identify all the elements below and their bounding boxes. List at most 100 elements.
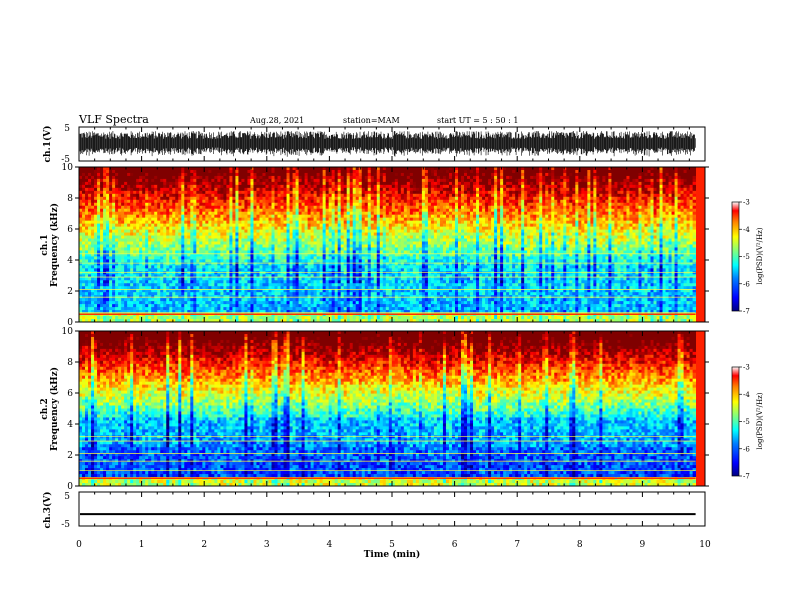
spectrogram-cell	[608, 208, 612, 213]
spectrogram-cell	[79, 208, 83, 213]
spectrogram-cell	[241, 223, 245, 228]
spectrogram-cell	[467, 167, 471, 171]
spectrogram-cell	[103, 187, 107, 192]
spectrogram-cell	[127, 217, 131, 222]
spectrogram-cell	[358, 214, 363, 219]
spectrogram-cell	[334, 190, 339, 195]
spectrogram-cell	[79, 190, 83, 195]
spectrogram-cell	[160, 178, 164, 183]
spectrogram-cell	[88, 178, 92, 183]
spectrogram-cell	[187, 214, 191, 219]
spectrogram-cell	[427, 167, 432, 171]
spectrogram-cell	[256, 169, 260, 174]
spectrogram-cell	[394, 223, 399, 228]
spectrogram-cell	[241, 175, 245, 180]
spectrogram-cell	[127, 220, 131, 225]
spectrogram-cell	[331, 208, 336, 213]
spectrogram-cell	[259, 229, 263, 233]
spectrogram-cell	[247, 167, 251, 171]
spectrogram-cell	[554, 172, 558, 177]
spectrogram-cell	[262, 232, 266, 236]
spectrogram-cell	[220, 238, 224, 242]
spectrogram-cell	[280, 178, 284, 183]
spectrogram-cell	[418, 208, 423, 213]
spectrogram-cell	[397, 187, 402, 192]
spectrogram-cell	[394, 169, 399, 174]
spectrogram-cell	[211, 214, 215, 219]
spectrogram-cell	[641, 187, 645, 192]
spectrogram-cell	[109, 181, 113, 186]
spectrogram-cell	[566, 193, 570, 198]
spectrogram-cell	[461, 235, 465, 239]
spectrogram-cell	[226, 235, 230, 239]
spectrogram-cell	[479, 214, 483, 219]
spectrogram-cell	[403, 184, 408, 189]
spectrogram-cell	[343, 220, 348, 225]
spectrogram-cell	[512, 232, 516, 236]
spectrogram-cell	[427, 226, 432, 230]
spectrogram-cell	[542, 167, 546, 171]
spectrogram-cell	[548, 226, 552, 230]
spectrogram-cell	[319, 172, 324, 177]
spectrogram-cell	[181, 223, 185, 228]
spectrogram-cell	[208, 208, 212, 213]
spectrogram-cell	[400, 190, 405, 195]
spectrogram-cell	[97, 199, 101, 204]
spectrogram-cell	[271, 199, 275, 204]
spectrogram-cell	[415, 178, 420, 183]
spectrogram-cell	[211, 223, 215, 228]
spectrogram-cell	[259, 217, 263, 222]
spectrogram-cell	[163, 172, 167, 177]
spectrogram-cell	[671, 169, 675, 174]
spectrogram-cell	[124, 220, 128, 225]
spectrogram-cell	[476, 178, 480, 183]
spectrogram-cell	[506, 205, 510, 210]
spectrogram-cell	[415, 167, 420, 171]
spectrogram-cell	[160, 214, 164, 219]
spectrogram-cell	[244, 190, 248, 195]
spectrogram-cell	[151, 196, 155, 201]
spectrogram-cell	[427, 187, 432, 192]
spectrogram-cell	[223, 196, 227, 201]
spectrogram-cell	[557, 199, 561, 204]
spectrogram-cell	[346, 199, 351, 204]
spectrogram-cell	[518, 199, 522, 204]
spectrogram-cell	[193, 220, 197, 225]
spectrogram-cell	[668, 193, 672, 198]
spectrogram-cell	[683, 232, 687, 236]
spectrogram-cell	[145, 211, 149, 216]
spectrogram-cell	[418, 232, 423, 236]
spectrogram-cell	[139, 169, 143, 174]
spectrogram-cell	[133, 235, 137, 239]
spectrogram-cell	[202, 232, 206, 236]
spectrogram-cell	[280, 202, 284, 207]
spectrogram-cell	[683, 202, 687, 207]
spectrogram-cell	[379, 172, 384, 177]
spectrogram-cell	[605, 214, 609, 219]
spectrogram-cell	[599, 175, 603, 180]
spectrogram-cell	[106, 199, 110, 204]
spectrogram-cell	[367, 172, 372, 177]
spectrogram-cell	[88, 238, 92, 242]
spectrogram-cell	[563, 193, 567, 198]
spectrogram-cell	[545, 172, 549, 177]
spectrogram-cell	[617, 193, 621, 198]
spectrogram-cell	[337, 181, 342, 186]
spectrogram-cell	[521, 196, 525, 201]
spectrogram-cell	[154, 220, 158, 225]
spectrogram-cell	[313, 184, 318, 189]
spectrogram-cell	[439, 172, 444, 177]
spectrogram-cell	[563, 167, 567, 171]
spectrogram-cell	[85, 211, 89, 216]
spectrogram-cell	[313, 205, 318, 210]
spectrogram-cell	[313, 169, 318, 174]
spectrogram-cell	[298, 187, 302, 192]
spectrogram-cell	[590, 220, 594, 225]
spectrogram-cell	[274, 187, 278, 192]
spectrogram-cell	[629, 196, 633, 201]
spectrogram-cell	[166, 196, 170, 201]
spectrogram-cell	[662, 232, 666, 236]
spectrogram-cell	[82, 238, 86, 242]
spectrogram-cell	[250, 211, 254, 216]
spectrogram-cell	[358, 181, 363, 186]
